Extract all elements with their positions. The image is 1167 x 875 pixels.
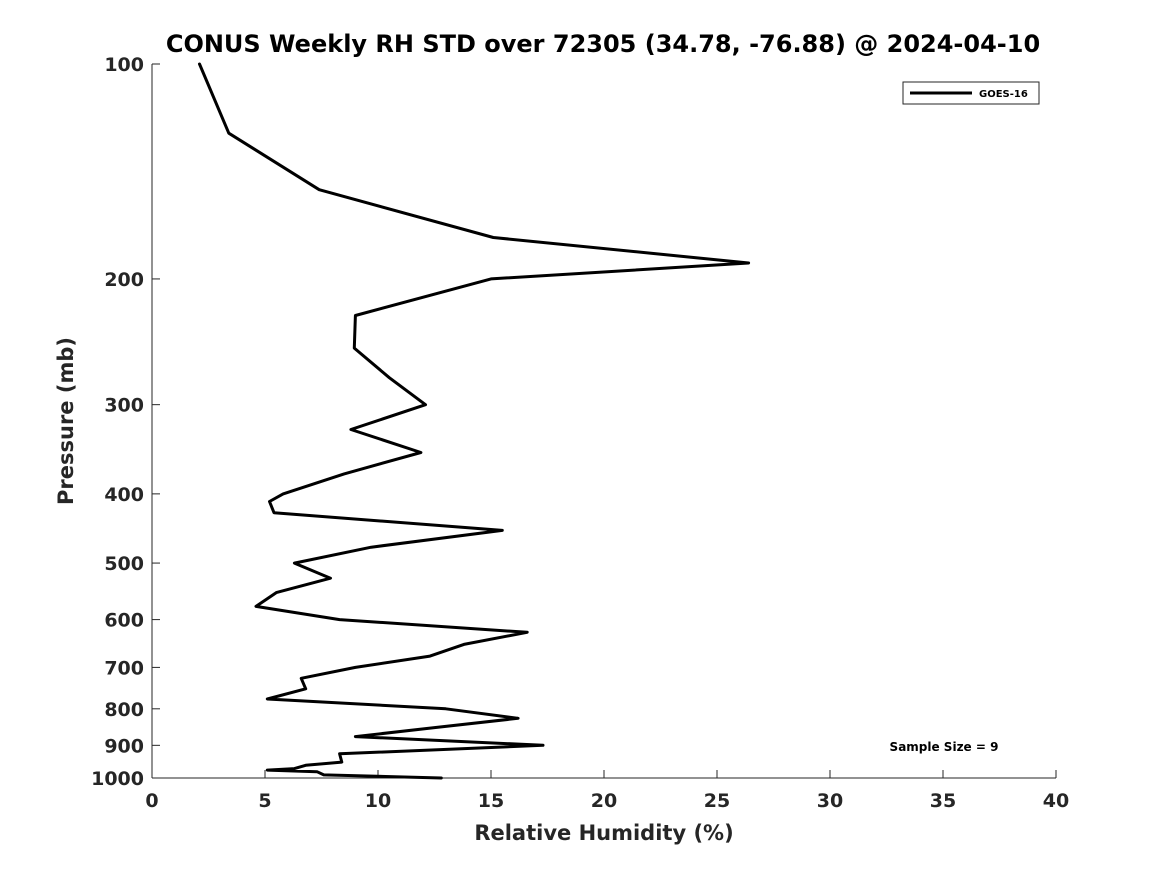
y-tick-label: 1000 <box>91 768 144 790</box>
x-tick-label: 5 <box>258 790 271 812</box>
y-tick-label: 500 <box>104 553 144 575</box>
y-tick-label: 200 <box>104 269 144 291</box>
y-axis-label: Pressure (mb) <box>54 337 78 505</box>
y-tick-label: 800 <box>104 699 144 721</box>
x-tick-label: 35 <box>930 790 956 812</box>
x-tick-label: 10 <box>365 790 391 812</box>
sample-size-annotation: Sample Size = 9 <box>890 740 999 754</box>
y-axis-ticks: 100 200 300 400 500 600 700 800 900 1000 <box>91 54 160 790</box>
x-tick-label: 40 <box>1043 790 1069 812</box>
y-tick-label: 100 <box>104 54 144 76</box>
x-axis-ticks: 0 5 10 15 20 25 30 35 40 <box>145 770 1069 812</box>
chart-title: CONUS Weekly RH STD over 72305 (34.78, -… <box>166 30 1040 58</box>
x-tick-label: 30 <box>817 790 843 812</box>
x-axis-label: Relative Humidity (%) <box>474 821 733 845</box>
legend-label-goes-16: GOES-16 <box>979 89 1028 100</box>
series-layer <box>198 62 751 780</box>
x-tick-label: 15 <box>478 790 504 812</box>
series-line-goes-16 <box>198 62 751 780</box>
y-tick-label: 600 <box>104 610 144 632</box>
y-tick-label: 900 <box>104 735 144 757</box>
y-tick-label: 700 <box>104 657 144 679</box>
y-tick-label: 300 <box>104 395 144 417</box>
x-tick-label: 20 <box>591 790 617 812</box>
y-tick-label: 400 <box>104 484 144 506</box>
x-tick-label: 0 <box>145 790 158 812</box>
legend: GOES-16 <box>902 81 1040 105</box>
x-tick-label: 25 <box>704 790 730 812</box>
